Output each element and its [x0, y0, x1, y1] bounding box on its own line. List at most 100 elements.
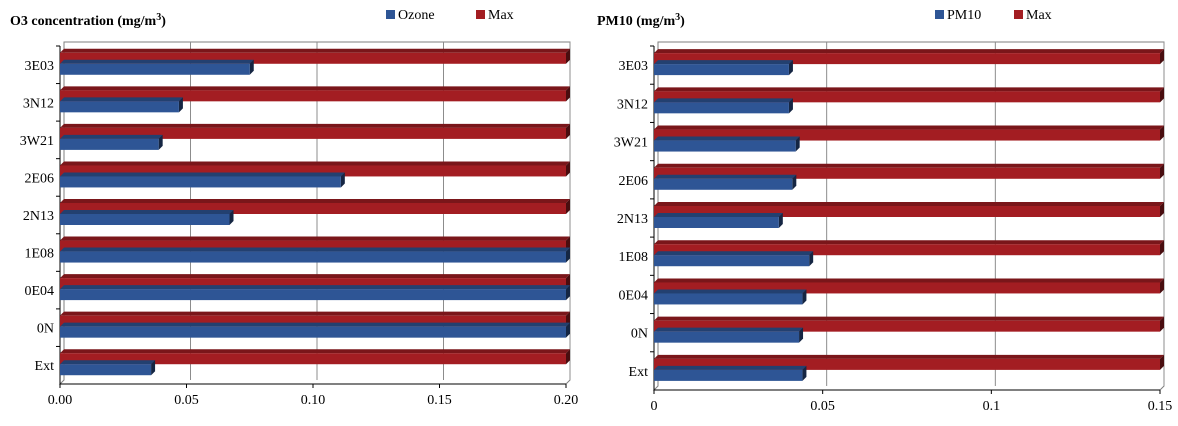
- bar-side-face: [1160, 316, 1164, 332]
- bar-front-face: [60, 289, 566, 301]
- bar-front-face: [654, 206, 1160, 217]
- bar-ozone-2e06: [60, 172, 345, 188]
- bar-top-face: [60, 172, 345, 177]
- x-tick-label: 0.15: [427, 393, 452, 408]
- y-tick-label: 2E06: [24, 171, 54, 186]
- bar-side-face: [249, 59, 254, 75]
- y-tick-label: 3E03: [618, 59, 648, 74]
- bar-top-face: [60, 48, 570, 53]
- bar-top-face: [60, 97, 183, 102]
- bar-side-face: [566, 199, 570, 214]
- bar-top-face: [60, 161, 570, 166]
- bar-top-face: [60, 322, 570, 327]
- chart-title-superscript: 3: [675, 12, 680, 23]
- bar-front-face: [60, 364, 152, 376]
- bar-side-face: [1160, 202, 1164, 217]
- bar-front-face: [60, 326, 566, 338]
- bar-pm10-0n: [654, 327, 804, 343]
- bar-front-face: [60, 165, 566, 177]
- bar-top-face: [654, 365, 807, 370]
- bar-side-face: [795, 136, 800, 152]
- bar-top-face: [654, 174, 797, 179]
- bar-max-0e04: [654, 278, 1164, 294]
- bar-top-face: [654, 327, 804, 332]
- bar-side-face: [1160, 125, 1164, 141]
- bar-ozone-3w21: [60, 134, 163, 150]
- legend-swatch-max: [476, 10, 485, 19]
- legend-label-pm10: PM10: [947, 8, 981, 23]
- bar-side-face: [802, 289, 807, 305]
- bar-max-3w21: [654, 125, 1164, 141]
- bar-front-face: [60, 240, 566, 252]
- bar-top-face: [60, 247, 570, 252]
- bar-front-face: [654, 167, 1160, 179]
- bar-front-face: [654, 53, 1160, 65]
- bar-side-face: [802, 365, 807, 381]
- bar-max-1e08: [654, 240, 1164, 256]
- bar-front-face: [654, 91, 1160, 103]
- bar-top-face: [654, 202, 1164, 206]
- x-tick-label: 0.05: [174, 393, 199, 408]
- legend-label-max: Max: [1026, 8, 1052, 23]
- chart-title: O3 concentration (mg/m3): [10, 12, 166, 30]
- bar-top-face: [60, 199, 570, 203]
- legend-label-ozone: Ozone: [398, 8, 435, 23]
- legend-swatch-pm10: [935, 10, 944, 19]
- bar-top-face: [60, 210, 234, 214]
- bar-max-3e03: [654, 49, 1164, 65]
- chart-title-text: O3 concentration (mg/m: [10, 14, 157, 29]
- bar-side-face: [566, 322, 570, 338]
- bar-pm10-2e06: [654, 174, 797, 190]
- bar-ozone-0n: [60, 322, 570, 338]
- bar-max-ext: [60, 349, 570, 365]
- bar-side-face: [229, 210, 234, 225]
- bar-side-face: [566, 285, 570, 301]
- bar-top-face: [60, 134, 163, 139]
- bar-top-face: [60, 360, 156, 365]
- chart-title-text: PM10 (mg/m: [597, 14, 675, 29]
- bar-max-3n12: [60, 86, 570, 102]
- legend-label-max: Max: [488, 8, 514, 23]
- bar-front-face: [654, 282, 1160, 294]
- y-tick-label: 3W21: [20, 134, 54, 149]
- bar-max-2n13: [654, 202, 1164, 217]
- bar-ozone-3e03: [60, 59, 254, 75]
- bar-front-face: [654, 217, 779, 228]
- y-tick-label: 3N12: [617, 97, 648, 112]
- bar-front-face: [60, 278, 566, 290]
- chart-title: PM10 (mg/m3): [597, 12, 685, 30]
- bar-front-face: [60, 176, 341, 188]
- y-tick-label: 2E06: [618, 174, 648, 189]
- bar-side-face: [778, 213, 783, 228]
- bar-front-face: [654, 293, 803, 305]
- bar-pm10-1e08: [654, 251, 814, 267]
- bar-top-face: [60, 123, 570, 128]
- bar-top-face: [654, 60, 793, 65]
- bar-top-face: [654, 136, 800, 141]
- bar-pm10-ext: [654, 365, 807, 381]
- bar-front-face: [60, 101, 179, 113]
- bar-ozone-0e04: [60, 285, 570, 301]
- bar-top-face: [654, 316, 1164, 321]
- y-tick-label: Ext: [629, 365, 649, 380]
- bar-top-face: [654, 354, 1164, 359]
- bar-pm10-3n12: [654, 98, 793, 114]
- y-tick-label: 1E08: [24, 247, 54, 262]
- bar-side-face: [566, 123, 570, 139]
- legend-swatch-max: [1014, 10, 1023, 19]
- y-tick-label: 0N: [37, 322, 54, 337]
- bar-front-face: [654, 369, 803, 381]
- bar-front-face: [654, 244, 1160, 256]
- x-tick-label: 0.1: [983, 399, 1001, 414]
- bar-side-face: [566, 161, 570, 177]
- y-tick-label: 0E04: [24, 284, 54, 299]
- bar-side-face: [158, 134, 163, 150]
- bar-max-2n13: [60, 199, 570, 214]
- bar-top-face: [60, 285, 570, 290]
- bar-front-face: [654, 178, 793, 190]
- bar-side-face: [340, 172, 345, 188]
- bar-front-face: [654, 255, 810, 267]
- bar-side-face: [566, 247, 570, 263]
- x-tick-label: 0.00: [48, 393, 73, 408]
- bar-front-face: [60, 138, 159, 150]
